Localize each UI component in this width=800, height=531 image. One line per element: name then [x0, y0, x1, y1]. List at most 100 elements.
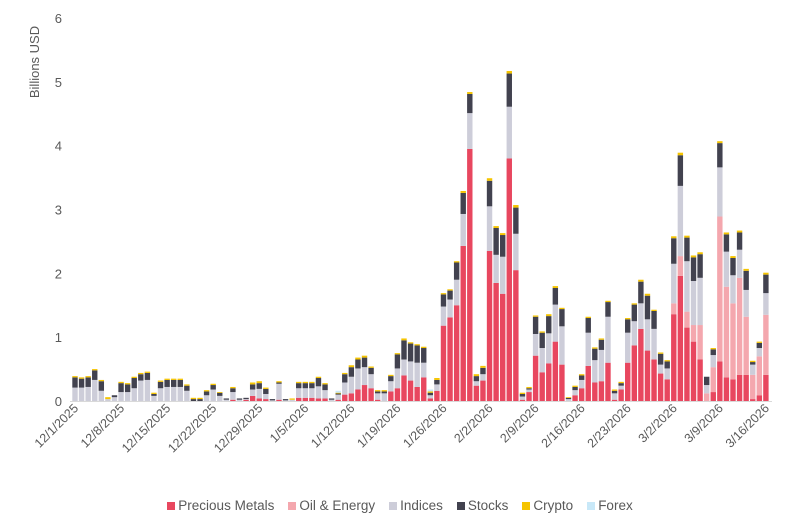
bar-segment-precious-metals [651, 359, 657, 401]
bar-segment-stocks [223, 398, 230, 400]
bar-segment-stocks [638, 281, 644, 304]
bar-segment-crypto [717, 141, 723, 144]
bar-segment-stocks [157, 381, 164, 389]
bar-segment-crypto [78, 377, 85, 379]
bar-segment-crypto [421, 346, 427, 349]
bar-segment-crypto [453, 261, 460, 263]
bar-segment-stocks [138, 374, 144, 381]
bar-segment-stocks [756, 342, 763, 349]
bar-segment-precious-metals [394, 388, 401, 401]
bar-segment-precious-metals [506, 158, 512, 401]
bar-segment-indices [473, 381, 480, 386]
bar-segment-indices [118, 392, 124, 401]
bar-segment-precious-metals [638, 328, 644, 401]
bar-segment-indices [513, 233, 519, 271]
bar-segment-crypto [322, 383, 328, 385]
bar-segment-crypto [315, 376, 322, 379]
bar-segment-crypto [526, 386, 532, 389]
bar-segment-indices [651, 328, 657, 360]
bar-segment-precious-metals [572, 395, 578, 401]
bar-segment-indices [736, 249, 743, 278]
bar-segment-indices [263, 393, 269, 400]
bar-segment-crypto [671, 236, 677, 239]
bar-segment-indices [605, 316, 611, 363]
bar-segment-indices [269, 400, 276, 402]
bar-segment-indices [302, 388, 308, 398]
bar-segment-indices [500, 256, 506, 294]
bar-segment-stocks [322, 384, 328, 391]
bar-segment-stocks [703, 376, 710, 386]
bar-segment-crypto [368, 366, 374, 368]
bar-segment-indices [493, 254, 499, 283]
bar-segment-indices [743, 289, 749, 317]
bar-segment-stocks [381, 391, 387, 394]
bar-segment-stocks [467, 93, 473, 114]
bar-segment-stocks [302, 383, 308, 389]
bar-segment-precious-metals [657, 373, 664, 401]
bar-segment-precious-metals [559, 364, 565, 401]
bar-segment-crypto [756, 341, 763, 343]
bar-segment-stocks [598, 339, 605, 350]
x-tick-label: 3/2/2026 [636, 401, 680, 445]
bar-segment-oil-energy [703, 393, 710, 401]
bar-segment-stocks [78, 378, 85, 388]
bar-segment-crypto [440, 293, 447, 295]
legend-swatch [389, 501, 398, 510]
bar-segment-stocks [184, 385, 190, 391]
bar-segment-indices [690, 280, 697, 326]
bar-segment-stocks [651, 311, 657, 329]
bar-segment-stocks [526, 388, 532, 390]
legend-item: Forex [587, 498, 633, 513]
bar-segment-indices [217, 395, 223, 401]
bar-segment-stocks [664, 361, 670, 369]
bar-segment-crypto [296, 381, 302, 384]
x-tick-label: 12/29/2025 [211, 401, 265, 455]
bar-segment-stocks [486, 180, 493, 207]
bar-segment-stocks [552, 288, 559, 305]
x-tick-label: 12/15/2025 [119, 401, 173, 455]
x-tick-label: 1/26/2026 [400, 401, 449, 450]
bar-segment-crypto [138, 372, 144, 375]
bar-segment-precious-metals [249, 395, 256, 401]
bar-segment-indices [138, 380, 144, 401]
bar-segment-stocks [355, 359, 361, 369]
legend-swatch [167, 501, 176, 510]
bar-segment-indices [368, 374, 374, 389]
bar-segment-precious-metals [230, 399, 236, 401]
bar-segment-stocks [407, 343, 414, 362]
bar-segment-precious-metals [315, 398, 322, 401]
bar-segment-indices [756, 348, 763, 357]
bar-segment-indices [328, 399, 335, 401]
bar-segment-crypto [763, 272, 769, 275]
bar-segment-stocks [473, 376, 480, 382]
bar-segment-indices [184, 390, 190, 401]
bar-segment-oil-energy [756, 356, 763, 396]
bar-segment-stocks [723, 234, 730, 252]
bar-segment-indices [546, 333, 552, 364]
bar-segment-crypto [414, 344, 420, 346]
bar-segment-precious-metals [532, 355, 539, 401]
bar-segment-indices [98, 390, 105, 401]
bar-segment-indices [572, 390, 578, 396]
legend-swatch [587, 501, 596, 510]
bar-segment-crypto [348, 365, 355, 368]
bar-segment-indices [750, 364, 756, 375]
bar-segment-crypto [723, 232, 730, 235]
bar-segment-indices [421, 362, 427, 378]
bar-segment-stocks [697, 254, 703, 278]
bar-segment-indices [611, 393, 618, 400]
bar-segment-stocks [401, 340, 407, 360]
bar-segment-crypto [651, 309, 657, 311]
bar-segment-oil-energy [750, 374, 756, 400]
bar-segment-indices [171, 386, 177, 401]
bar-segment-crypto [585, 316, 591, 319]
bar-segment-precious-metals [302, 397, 308, 401]
bar-segment-indices [703, 385, 710, 394]
bar-segment-crypto [164, 378, 170, 380]
bar-segment-oil-energy [717, 216, 723, 362]
bar-segment-stocks [559, 309, 565, 327]
bar-segment-crypto [184, 384, 190, 386]
bar-segment-oil-energy [697, 325, 703, 360]
x-tick-label: 3/16/2026 [723, 401, 772, 450]
x-tick-label: 2/23/2026 [585, 401, 634, 450]
